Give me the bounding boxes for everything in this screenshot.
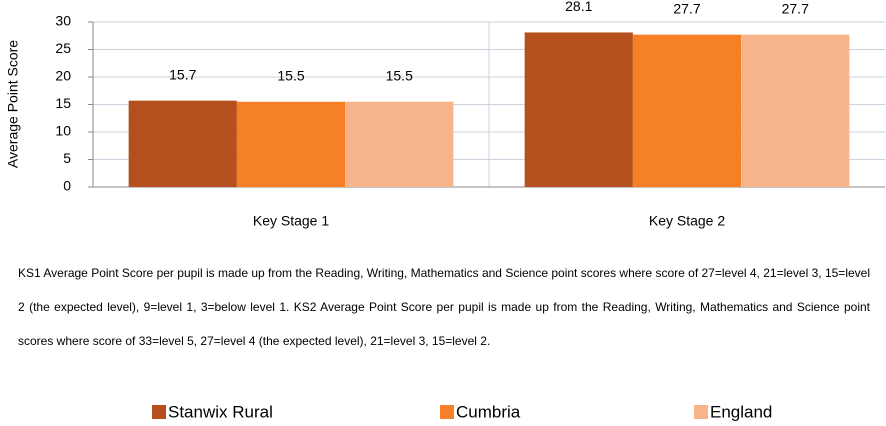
- bar: [632, 34, 742, 188]
- y-tick-label: 20: [55, 68, 71, 84]
- legend-swatch: [440, 405, 454, 419]
- y-tick-label: 30: [55, 13, 71, 29]
- data-label: 15.5: [277, 67, 304, 83]
- y-tick-label: 25: [55, 40, 71, 56]
- y-tick-label: 0: [63, 178, 71, 194]
- x-tick-label: Key Stage 1: [253, 213, 329, 229]
- y-tick-label: 10: [55, 123, 71, 139]
- legend-swatch: [694, 405, 708, 419]
- data-label: 27.7: [673, 0, 700, 16]
- bar: [524, 32, 633, 188]
- bar: [236, 101, 346, 187]
- bar: [345, 101, 454, 187]
- legend-swatch: [152, 405, 166, 419]
- caption: KS1 Average Point Score per pupil is mad…: [18, 266, 870, 348]
- y-axis-title: Average Point Score: [5, 40, 21, 168]
- legend-label: Stanwix Rural: [168, 402, 273, 421]
- legend-label: Cumbria: [456, 402, 521, 421]
- x-tick-label: Key Stage 2: [649, 213, 725, 229]
- bar: [741, 34, 850, 188]
- data-label: 15.5: [386, 67, 413, 83]
- data-label: 15.7: [169, 66, 196, 82]
- legend-label: England: [710, 402, 772, 421]
- bar: [128, 100, 237, 187]
- y-tick-label: 15: [55, 95, 71, 111]
- y-tick-label: 5: [63, 150, 71, 166]
- data-label: 27.7: [782, 0, 809, 16]
- data-label: 28.1: [565, 0, 592, 14]
